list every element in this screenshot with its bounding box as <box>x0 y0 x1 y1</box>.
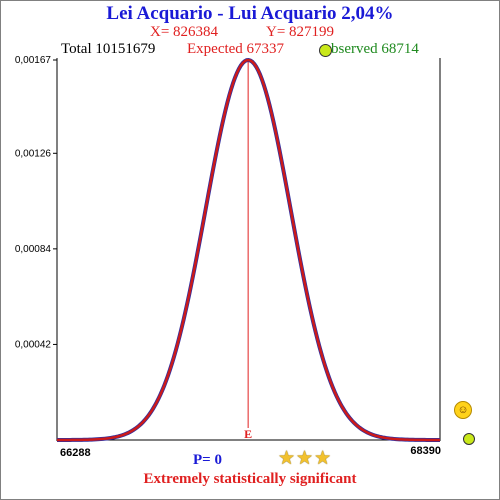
chart-title: Lei Acquario - Lui Acquario 2,04% <box>106 3 394 24</box>
y-tick-label: 0,00084 <box>15 244 52 255</box>
observed-count: bserved 68714 <box>331 41 419 57</box>
expected-marker-label: E <box>244 427 252 441</box>
green-dot-icon <box>463 433 475 445</box>
distribution-curve <box>57 58 441 442</box>
x-max-label: 68390 <box>410 445 441 457</box>
expected-count: Expected 67337 <box>187 41 285 57</box>
star-icon: ★ <box>278 448 296 469</box>
y-count: Y= 827199 <box>266 24 335 40</box>
x-min-label: 66288 <box>60 447 91 459</box>
y-tick-label: 0,00126 <box>15 148 52 159</box>
p-value: P= 0 <box>193 452 222 468</box>
star-icon: ★ <box>296 448 314 469</box>
total-count: Total 10151679 <box>61 41 156 57</box>
x-count: X= 826384 <box>150 24 219 40</box>
significance-label: Extremely statistically significant <box>143 471 357 487</box>
smiley-icon: ☺ <box>454 401 472 419</box>
significance-stars: ★★★ <box>278 449 332 469</box>
star-icon: ★ <box>314 448 332 469</box>
y-tick-label: 0,00167 <box>15 55 52 66</box>
observed-dot-icon <box>319 44 332 57</box>
y-tick-label: 0,00042 <box>15 339 52 350</box>
